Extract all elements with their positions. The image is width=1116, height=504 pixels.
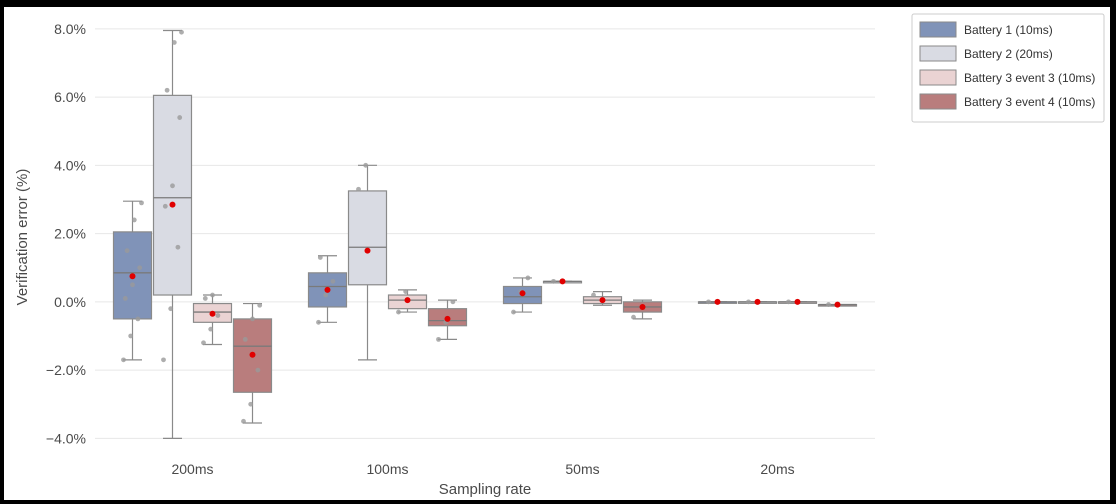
x-tick-label: 200ms — [171, 461, 213, 477]
x-tick-label: 50ms — [565, 461, 599, 477]
mean-marker — [209, 310, 216, 317]
mean-marker — [754, 298, 761, 305]
legend-label: Battery 3 event 3 (10ms) — [964, 71, 1095, 85]
data-point — [161, 357, 166, 363]
mean-marker — [559, 278, 566, 285]
y-tick-label: 4.0% — [54, 157, 86, 173]
data-point — [631, 314, 636, 320]
legend-label: Battery 1 (10ms) — [964, 23, 1053, 37]
data-point — [139, 200, 144, 206]
mean-marker — [794, 298, 801, 305]
legend-swatch — [919, 69, 957, 86]
data-point — [215, 313, 221, 318]
mean-marker — [834, 301, 841, 308]
legend-label: Battery 3 event 4 (10ms) — [964, 95, 1095, 109]
data-point — [210, 292, 215, 298]
mean-marker — [364, 247, 371, 254]
y-tick-label: 2.0% — [54, 226, 86, 242]
legend-swatch — [919, 45, 957, 62]
data-point — [450, 299, 456, 305]
y-tick-label: 0.0% — [54, 294, 86, 310]
data-point — [208, 326, 214, 332]
data-point — [131, 217, 137, 223]
mean-marker — [249, 351, 256, 358]
mean-marker — [324, 286, 331, 293]
box-iqr — [347, 190, 388, 286]
mean-marker — [129, 273, 136, 280]
data-point — [177, 115, 183, 120]
x-tick-label: 20ms — [760, 461, 794, 477]
data-point — [124, 248, 130, 254]
data-point — [551, 278, 556, 284]
data-point — [746, 299, 751, 305]
legend-swatch — [919, 21, 957, 38]
data-point — [130, 282, 135, 288]
data-point — [164, 87, 170, 93]
mean-marker — [714, 298, 721, 305]
legend-box — [911, 13, 1105, 123]
mean-marker — [599, 297, 606, 304]
data-point — [317, 255, 323, 260]
data-point — [356, 186, 361, 192]
y-tick-label: −4.0% — [46, 430, 86, 446]
data-point — [525, 275, 531, 281]
data-point — [202, 296, 208, 301]
data-point — [511, 309, 516, 315]
data-point — [170, 183, 175, 189]
data-point — [135, 316, 141, 322]
data-point — [168, 306, 174, 312]
mean-marker — [639, 303, 646, 310]
data-point — [137, 265, 143, 271]
data-point — [250, 316, 255, 322]
data-point — [121, 357, 126, 363]
data-point — [171, 40, 177, 45]
data-point — [403, 289, 409, 295]
box-iqr — [152, 94, 193, 296]
data-point — [436, 336, 441, 342]
mean-marker — [404, 297, 411, 304]
x-tick-label: 100ms — [366, 461, 408, 477]
y-tick-label: 6.0% — [54, 89, 86, 105]
y-axis-label: Verification error (%) — [14, 169, 31, 306]
mean-marker — [444, 315, 451, 322]
y-tick-label: 8.0% — [54, 21, 86, 37]
data-point — [242, 336, 248, 342]
data-point — [826, 302, 831, 307]
data-point — [323, 292, 329, 298]
y-tick-label: −2.0% — [46, 362, 86, 378]
data-point — [162, 203, 168, 209]
x-axis-label: Sampling rate — [439, 481, 532, 498]
mean-marker — [519, 290, 526, 297]
data-point — [175, 244, 181, 250]
data-point — [591, 292, 596, 298]
data-point — [201, 340, 206, 346]
legend-label: Battery 2 (20ms) — [964, 47, 1053, 61]
legend-swatch — [919, 93, 957, 110]
data-point — [248, 401, 254, 407]
data-point — [122, 296, 128, 301]
data-point — [396, 309, 401, 315]
data-point — [330, 278, 336, 284]
data-point — [363, 162, 369, 168]
data-point — [316, 319, 321, 325]
data-point — [179, 29, 184, 35]
data-point — [241, 418, 246, 424]
mean-marker — [169, 201, 176, 208]
data-point — [128, 333, 134, 339]
data-point — [706, 299, 711, 305]
data-point — [255, 367, 261, 373]
data-point — [786, 299, 791, 305]
data-point — [257, 302, 263, 308]
